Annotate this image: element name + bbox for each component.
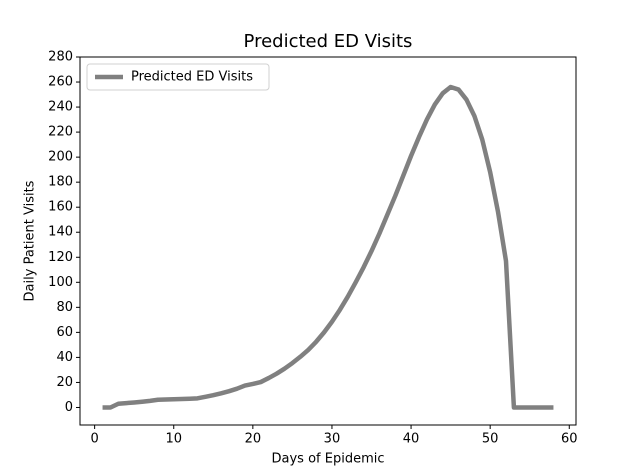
x-tick-label: 0 <box>90 432 98 447</box>
x-axis-label: Days of Epidemic <box>272 452 385 467</box>
x-tick-label: 30 <box>324 432 341 447</box>
y-tick-label: 160 <box>48 200 73 215</box>
x-tick-label: 40 <box>403 432 420 447</box>
y-tick-label: 0 <box>65 400 73 415</box>
y-tick-label: 140 <box>48 225 73 240</box>
y-tick-label: 260 <box>48 75 73 90</box>
y-tick-label: 200 <box>48 150 73 165</box>
series-line <box>102 84 554 410</box>
x-tick-label: 10 <box>165 432 182 447</box>
y-tick-label: 80 <box>56 300 73 315</box>
y-tick-label: 220 <box>48 125 73 140</box>
legend-box <box>86 63 270 91</box>
y-tick-label: 100 <box>48 275 73 290</box>
y-tick-label: 280 <box>48 50 73 65</box>
y-axis-label: Daily Patient Visits <box>23 180 38 301</box>
x-tick-label: 50 <box>482 432 499 447</box>
y-tick-label: 120 <box>48 250 73 265</box>
y-tick-label: 60 <box>56 325 73 340</box>
chart-title: Predicted ED Visits <box>244 31 413 52</box>
x-tick-label: 20 <box>245 432 262 447</box>
legend-label: Predicted ED Visits <box>131 70 253 85</box>
y-tick-label: 240 <box>48 100 73 115</box>
y-tick-label: 20 <box>56 375 73 390</box>
x-tick-label: 60 <box>561 432 578 447</box>
y-tick-label: 180 <box>48 175 73 190</box>
y-tick-label: 40 <box>56 350 73 365</box>
plot-frame <box>79 56 577 426</box>
legend: Predicted ED Visits <box>86 63 270 91</box>
